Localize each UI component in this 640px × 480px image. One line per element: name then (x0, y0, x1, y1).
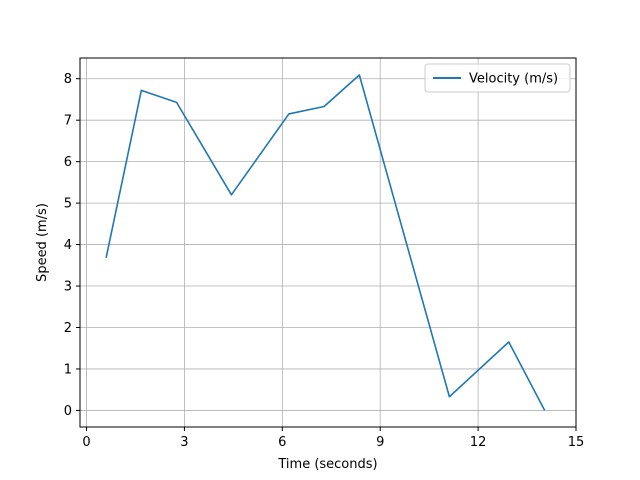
y-tick-label: 0 (64, 404, 72, 419)
x-tick-label: 9 (376, 435, 384, 450)
y-tick-label: 1 (64, 362, 72, 377)
y-tick-label: 7 (64, 114, 72, 129)
plot-frame (79, 57, 577, 428)
legend-label-velocity: Velocity (m/s) (469, 72, 558, 87)
y-tick-label: 8 (64, 72, 72, 87)
legend-box (424, 63, 571, 93)
x-axis-label: Time (seconds) (277, 457, 377, 472)
y-tick-label: 3 (64, 280, 72, 295)
y-tick-label: 5 (64, 197, 72, 212)
series-line-velocity (105, 74, 546, 411)
y-tick-label: 4 (64, 238, 72, 253)
x-tick-label: 3 (180, 435, 188, 450)
y-tick-label: 6 (64, 155, 72, 170)
series-layer (105, 74, 546, 411)
x-tick-label: 15 (568, 435, 585, 450)
x-tick-label: 12 (470, 435, 487, 450)
y-tick-label: 2 (64, 321, 72, 336)
x-tick-label: 0 (82, 435, 90, 450)
x-tick-label: 6 (278, 435, 286, 450)
grid (80, 58, 577, 427)
legend: Velocity (m/s) (424, 63, 571, 93)
y-axis-label: Speed (m/s) (35, 203, 50, 282)
